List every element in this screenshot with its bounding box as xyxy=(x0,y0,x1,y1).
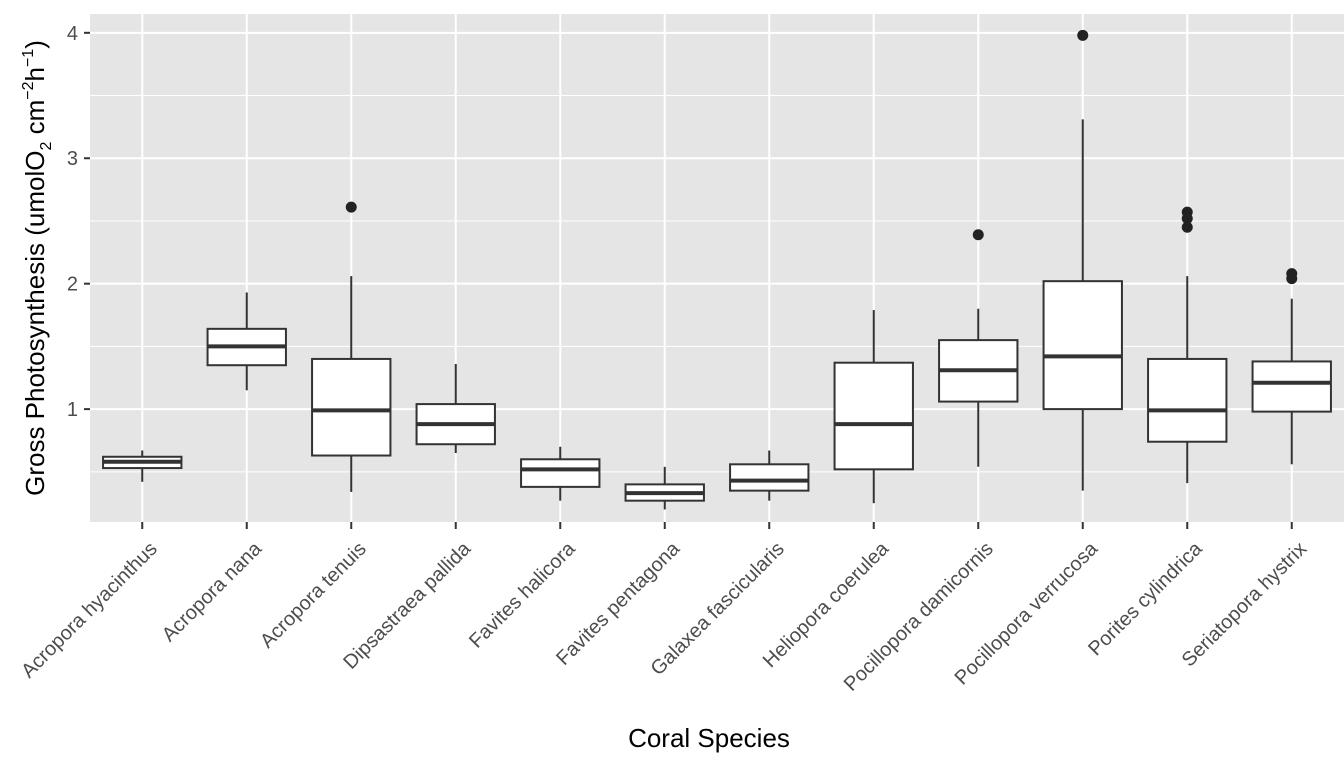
outlier-point xyxy=(345,201,357,213)
outlier-point xyxy=(1181,206,1193,218)
iqr-box xyxy=(833,361,914,471)
outlier-point xyxy=(1077,29,1089,41)
iqr-box xyxy=(729,463,810,492)
outlier-point xyxy=(972,229,984,241)
box-9 xyxy=(938,229,1019,467)
y-axis-title-prefix: Gross Photosynthesis (umolO xyxy=(20,151,50,496)
iqr-box xyxy=(1042,280,1123,411)
plot-panel xyxy=(90,14,1344,522)
y-axis-title-suffix: ) xyxy=(20,40,50,49)
iqr-box xyxy=(1147,357,1228,443)
x-tick-label: Acropora hyacinthus xyxy=(17,538,161,682)
x-axis-title: Coral Species xyxy=(628,723,790,753)
box-5 xyxy=(520,446,601,501)
iqr-box xyxy=(1251,360,1332,413)
boxes xyxy=(102,29,1332,510)
x-tick-label: Favites halicora xyxy=(465,537,580,652)
y-tick-label: 2 xyxy=(67,274,78,296)
box-12 xyxy=(1251,268,1332,465)
box-10 xyxy=(1042,29,1123,491)
y-axis-title-mid1: cm xyxy=(20,100,50,142)
box-4 xyxy=(415,363,496,454)
y-axis-title-sub: 2 xyxy=(38,142,55,151)
box-3 xyxy=(311,201,392,492)
y-tick-label: 1 xyxy=(67,399,78,421)
box-7 xyxy=(729,450,810,501)
outlier-point xyxy=(1181,221,1193,233)
y-axis-title-sup1: −2 xyxy=(20,81,37,99)
box-8 xyxy=(833,310,914,504)
x-tick-label: Acropora tenuis xyxy=(256,538,371,653)
y-tick-label: 3 xyxy=(67,148,78,170)
y-axis-title-sup2: −1 xyxy=(20,49,37,67)
iqr-box xyxy=(311,357,392,457)
x-tick-label: Acropora nana xyxy=(158,537,267,646)
x-tick-label: Porites cylindrica xyxy=(1084,537,1207,660)
y-axis-title: Gross Photosynthesis (umolO2 cm−2h−1) xyxy=(20,40,55,496)
box-6 xyxy=(624,466,705,510)
box-11 xyxy=(1147,206,1228,484)
outlier-point xyxy=(1286,268,1298,280)
box-2 xyxy=(206,292,287,391)
y-tick-label: 4 xyxy=(67,23,78,45)
box-1 xyxy=(102,450,183,482)
iqr-box xyxy=(520,458,601,488)
y-axis-title-mid2: h xyxy=(20,67,50,81)
y-axis: 1 2 3 4 xyxy=(67,23,90,421)
